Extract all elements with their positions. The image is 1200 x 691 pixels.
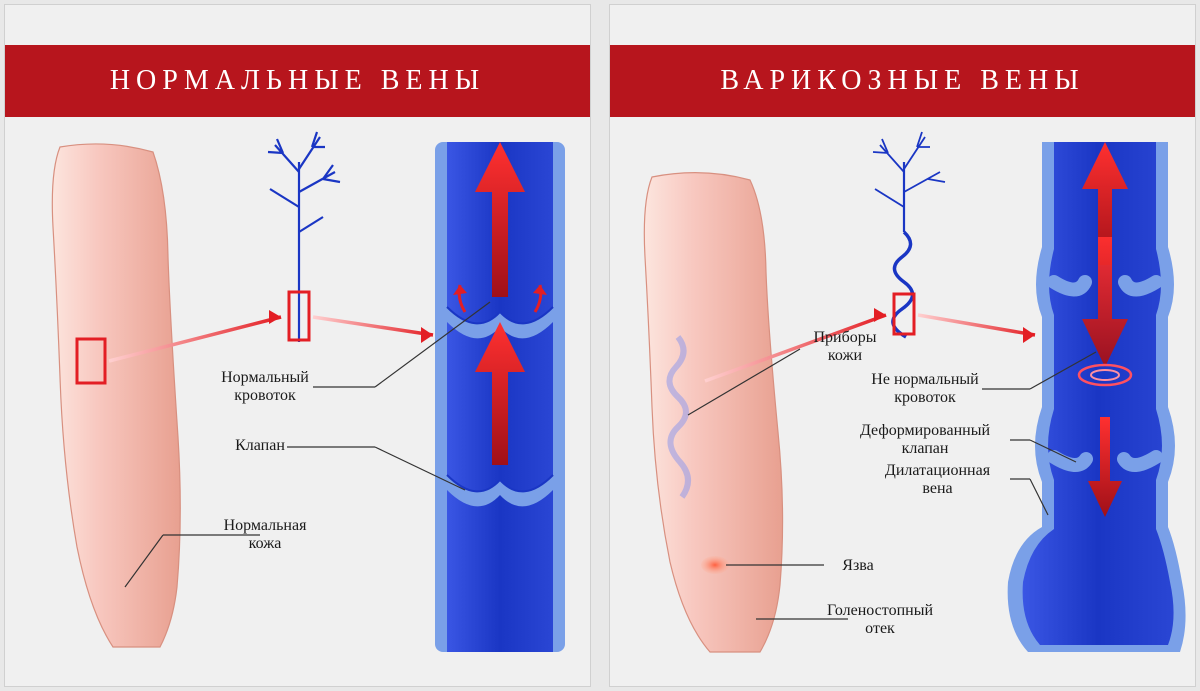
label-dilated-vein: Дилатационнаявена [865,462,1010,497]
label-skin-changes: Приборыкожи [805,329,885,364]
ulcer-spot [701,556,729,574]
normal-title: НОРМАЛЬНЫЕ ВЕНЫ [5,45,590,117]
varicose-title: ВАРИКОЗНЫЕ ВЕНЫ [610,45,1195,117]
large-vein-section [435,142,565,652]
leg-shape [52,144,180,647]
label-abnormal-flow: Не нормальныйкровоток [860,371,990,406]
small-vein-twisted [873,132,945,337]
label-valve: Клапан [220,437,300,455]
label-blood-flow: Нормальныйкровоток [205,369,325,404]
normal-veins-panel: НОРМАЛЬНЫЕ ВЕНЫ [4,4,591,687]
varicose-veins-panel: ВАРИКОЗНЫЕ ВЕНЫ [609,4,1196,687]
label-edema: Голеностопныйотек [810,602,950,637]
leg-shape-varicose [644,173,782,652]
large-varicose-vein-section [1008,142,1186,652]
label-skin: Нормальнаякожа [205,517,325,552]
small-vein-tree [268,132,340,342]
label-ulcer: Язва [828,557,888,575]
label-deformed-valve: Деформированныйклапан [840,422,1010,457]
